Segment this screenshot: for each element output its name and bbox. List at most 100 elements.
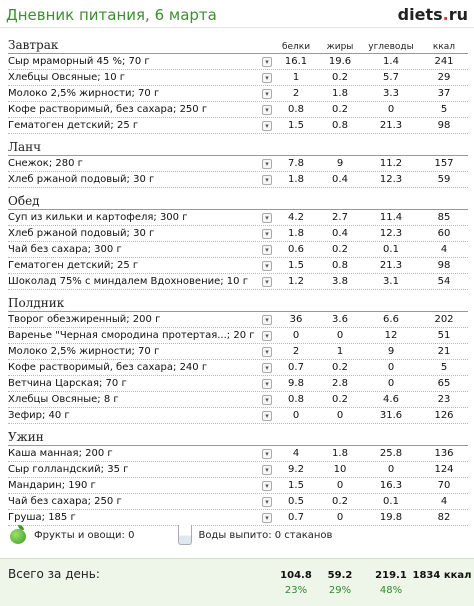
food-cell[interactable]: Груша; 185 г ▾ <box>8 510 274 526</box>
chevron-down-icon[interactable]: ▾ <box>262 378 272 389</box>
food-cell[interactable]: Хлеб ржаной подовый; 30 г ▾ <box>8 172 274 188</box>
food-name[interactable]: Кофе растворимый, без сахара; 240 г <box>8 362 211 373</box>
section-header: Обед <box>8 194 468 210</box>
kcal-value: 60 <box>437 228 451 239</box>
kcal-value: 23 <box>437 394 451 405</box>
chevron-down-icon[interactable]: ▾ <box>262 512 272 523</box>
chevron-down-icon[interactable]: ▾ <box>262 228 272 239</box>
chevron-down-icon[interactable]: ▾ <box>262 410 272 421</box>
food-name[interactable]: Хлеб ржаной подовый; 30 г <box>8 228 158 239</box>
chevron-down-icon[interactable]: ▾ <box>262 212 272 223</box>
water-summary: Воды выпито: 0 стаканов <box>198 529 333 541</box>
food-cell[interactable]: Хлебцы Овсяные; 8 г ▾ <box>8 392 274 408</box>
food-name[interactable]: Хлебцы Овсяные; 10 г <box>8 72 129 83</box>
food-name[interactable]: Сыр мраморный 45 %; 70 г <box>8 56 153 67</box>
food-name[interactable]: Каша манная; 200 г <box>8 448 116 459</box>
food-cell[interactable]: Сыр мраморный 45 %; 70 г ▾ <box>8 54 274 70</box>
food-name[interactable]: Творог обезжиренный; 200 г <box>8 314 164 325</box>
chevron-down-icon[interactable]: ▾ <box>262 362 272 373</box>
chevron-down-icon[interactable]: ▾ <box>262 244 272 255</box>
chevron-down-icon[interactable]: ▾ <box>262 464 272 475</box>
table-row: Шоколад 75% с миндалем Вдохновение; 10 г… <box>8 274 468 290</box>
logo-main: diets <box>397 5 443 24</box>
food-cell[interactable]: Гематоген детский; 25 г ▾ <box>8 118 274 134</box>
table-row: Мандарин; 190 г ▾ 1.5 0 16.3 70 <box>8 478 468 494</box>
food-name[interactable]: Хлебцы Овсяные; 8 г <box>8 394 122 405</box>
food-cell[interactable]: Мандарин; 190 г ▾ <box>8 478 274 494</box>
food-name[interactable]: Варенье "Черная смородина протертая...; … <box>8 330 258 341</box>
chevron-down-icon[interactable]: ▾ <box>262 158 272 169</box>
food-name[interactable]: Гематоген детский; 25 г <box>8 260 142 271</box>
chevron-down-icon[interactable]: ▾ <box>262 480 272 491</box>
chevron-down-icon[interactable]: ▾ <box>262 260 272 271</box>
chevron-down-icon[interactable]: ▾ <box>262 330 272 341</box>
food-name[interactable]: Ветчина Царская; 70 г <box>8 378 130 389</box>
carbs-value: 11.2 <box>379 158 403 169</box>
food-cell[interactable]: Хлебцы Овсяные; 10 г ▾ <box>8 70 274 86</box>
chevron-down-icon[interactable]: ▾ <box>262 496 272 507</box>
food-name[interactable]: Хлеб ржаной подовый; 30 г <box>8 174 158 185</box>
food-cell[interactable]: Зефир; 40 г ▾ <box>8 408 274 424</box>
fat-value: 0.8 <box>332 120 348 131</box>
kcal-value: 136 <box>434 448 454 459</box>
table-row: Ветчина Царская; 70 г ▾ 9.8 2.8 0 65 <box>8 376 468 392</box>
chevron-down-icon[interactable]: ▾ <box>262 346 272 357</box>
chevron-down-icon[interactable]: ▾ <box>262 72 272 83</box>
food-cell[interactable]: Творог обезжиренный; 200 г ▾ <box>8 312 274 328</box>
food-name[interactable]: Груша; 185 г <box>8 512 79 523</box>
food-name[interactable]: Чай без сахара; 250 г <box>8 496 125 507</box>
chevron-down-icon[interactable]: ▾ <box>262 56 272 67</box>
chevron-down-icon[interactable]: ▾ <box>262 120 272 131</box>
food-cell[interactable]: Гематоген детский; 25 г ▾ <box>8 258 274 274</box>
food-cell[interactable]: Варенье "Черная смородина протертая...; … <box>8 328 274 344</box>
fat-value: 2.7 <box>332 212 348 223</box>
fat-value: 0.2 <box>332 104 348 115</box>
summary-row: Фрукты и овощи: 0 Воды выпито: 0 стакано… <box>8 524 468 546</box>
food-cell[interactable]: Кофе растворимый, без сахара; 240 г ▾ <box>8 360 274 376</box>
food-name[interactable]: Кофе растворимый, без сахара; 250 г <box>8 104 211 115</box>
food-name[interactable]: Снежок; 280 г <box>8 158 86 169</box>
chevron-down-icon[interactable]: ▾ <box>262 104 272 115</box>
food-cell[interactable]: Снежок; 280 г ▾ <box>8 156 274 172</box>
food-name[interactable]: Гематоген детский; 25 г <box>8 120 142 131</box>
chevron-down-icon[interactable]: ▾ <box>262 448 272 459</box>
kcal-value: 59 <box>437 174 451 185</box>
chevron-down-icon[interactable]: ▾ <box>262 276 272 287</box>
food-cell[interactable]: Сыр голландский; 35 г ▾ <box>8 462 274 478</box>
fat-value: 2.8 <box>332 378 348 389</box>
carbs-value: 16.3 <box>379 480 403 491</box>
food-cell[interactable]: Молоко 2,5% жирности; 70 г ▾ <box>8 344 274 360</box>
carbs-value: 0 <box>387 362 395 373</box>
food-cell[interactable]: Шоколад 75% с миндалем Вдохновение; 10 г… <box>8 274 274 290</box>
chevron-down-icon[interactable]: ▾ <box>262 88 272 99</box>
food-cell[interactable]: Чай без сахара; 300 г ▾ <box>8 242 274 258</box>
protein-value: 1.8 <box>288 174 304 185</box>
food-cell[interactable]: Ветчина Царская; 70 г ▾ <box>8 376 274 392</box>
site-logo[interactable]: diets.ru <box>398 5 468 24</box>
table-row: Чай без сахара; 250 г ▾ 0.5 0.2 0.1 4 <box>8 494 468 510</box>
food-cell[interactable]: Суп из кильки и картофеля; 300 г ▾ <box>8 210 274 226</box>
food-name[interactable]: Молоко 2,5% жирности; 70 г <box>8 346 163 357</box>
total-protein: 104.8 <box>280 570 312 581</box>
chevron-down-icon[interactable]: ▾ <box>262 394 272 405</box>
food-cell[interactable]: Чай без сахара; 250 г ▾ <box>8 494 274 510</box>
food-name[interactable]: Чай без сахара; 300 г <box>8 244 125 255</box>
section-title: Ланч <box>8 140 42 154</box>
chevron-down-icon[interactable]: ▾ <box>262 314 272 325</box>
fat-value: 0.2 <box>332 394 348 405</box>
page-header: Дневник питания, 6 марта diets.ru <box>0 0 474 28</box>
food-cell[interactable]: Каша манная; 200 г ▾ <box>8 446 274 462</box>
protein-value: 0.5 <box>288 496 304 507</box>
food-name[interactable]: Мандарин; 190 г <box>8 480 99 491</box>
food-cell[interactable]: Хлеб ржаной подовый; 30 г ▾ <box>8 226 274 242</box>
logo-dot: . <box>442 5 449 24</box>
food-name[interactable]: Молоко 2,5% жирности; 70 г <box>8 88 163 99</box>
food-name[interactable]: Шоколад 75% с миндалем Вдохновение; 10 г <box>8 276 251 287</box>
food-name[interactable]: Сыр голландский; 35 г <box>8 464 132 475</box>
food-cell[interactable]: Молоко 2,5% жирности; 70 г ▾ <box>8 86 274 102</box>
food-name[interactable]: Суп из кильки и картофеля; 300 г <box>8 212 191 223</box>
food-name[interactable]: Зефир; 40 г <box>8 410 73 421</box>
fat-value: 1.8 <box>332 88 348 99</box>
food-cell[interactable]: Кофе растворимый, без сахара; 250 г ▾ <box>8 102 274 118</box>
chevron-down-icon[interactable]: ▾ <box>262 174 272 185</box>
